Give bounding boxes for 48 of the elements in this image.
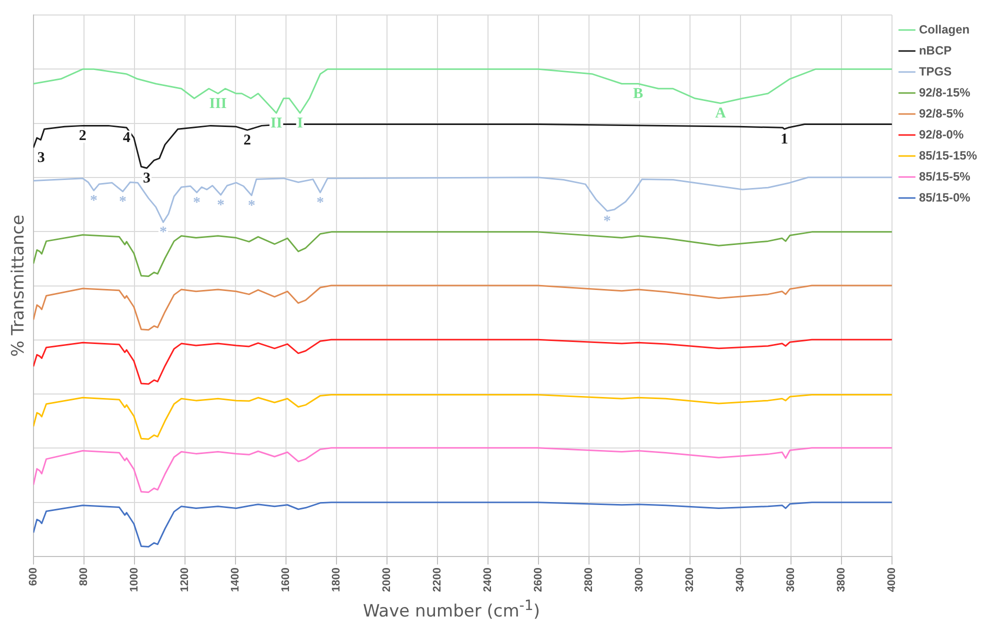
x-tick-label: 2800 bbox=[582, 568, 595, 592]
annotation: * bbox=[159, 224, 167, 241]
x-tick-label: 2400 bbox=[482, 568, 494, 592]
annotation: * bbox=[119, 194, 127, 210]
x-tick-label: 3400 bbox=[734, 568, 746, 592]
x-tick-label: 3800 bbox=[835, 568, 848, 592]
annotation: 3 bbox=[37, 150, 45, 166]
annotation: * bbox=[90, 192, 98, 209]
annotation: * bbox=[217, 197, 225, 214]
annotation: 3 bbox=[143, 170, 151, 186]
annotation: * bbox=[603, 213, 611, 230]
x-tick-label: 4000 bbox=[886, 568, 898, 592]
x-tick-label: 600 bbox=[27, 568, 40, 586]
legend-label: 92/8-15% bbox=[918, 85, 971, 100]
legend-label: 85/15-0% bbox=[918, 190, 971, 204]
annotation: 2 bbox=[244, 132, 252, 148]
annotation: * bbox=[193, 194, 201, 211]
x-tick-label: 1400 bbox=[229, 568, 242, 592]
annotation: I bbox=[297, 115, 304, 132]
annotation: II bbox=[270, 115, 282, 132]
annotation: B bbox=[633, 86, 644, 102]
legend-label: 92/8-5% bbox=[918, 106, 964, 120]
legend-label: 85/15-5% bbox=[918, 169, 971, 184]
x-axis-title: Wave number (cm$^{-1}$) bbox=[362, 598, 542, 622]
x-tick-label: 800 bbox=[78, 568, 90, 586]
x-tick-label: 3000 bbox=[633, 568, 646, 592]
annotation: III bbox=[209, 96, 227, 112]
annotation: * bbox=[248, 198, 256, 214]
x-tick-label: 1200 bbox=[178, 568, 191, 592]
annotation: 4 bbox=[122, 130, 131, 146]
legend-label: 92/8-0% bbox=[918, 127, 964, 142]
annotation: 2 bbox=[78, 128, 86, 144]
legend-label: TPGS bbox=[918, 64, 952, 78]
annotation: A bbox=[715, 106, 726, 122]
legend-label: 85/15-15% bbox=[918, 148, 978, 162]
x-tick-label: 3600 bbox=[784, 568, 797, 592]
x-tick-label: 2000 bbox=[380, 568, 393, 592]
x-tick-label: 1800 bbox=[330, 568, 342, 592]
legend-label: nBCP bbox=[918, 43, 952, 58]
x-tick-label: 1600 bbox=[280, 568, 292, 592]
x-tick-label: 3200 bbox=[684, 568, 696, 592]
annotation: * bbox=[316, 194, 324, 211]
y-axis-title: % Transmittance bbox=[8, 214, 29, 357]
x-tick-label: 2200 bbox=[431, 568, 444, 592]
annotation: 1 bbox=[780, 131, 788, 148]
x-tick-label: 1000 bbox=[128, 568, 140, 592]
x-tick-label: 2600 bbox=[532, 568, 544, 592]
legend-label: Collagen bbox=[918, 22, 970, 36]
